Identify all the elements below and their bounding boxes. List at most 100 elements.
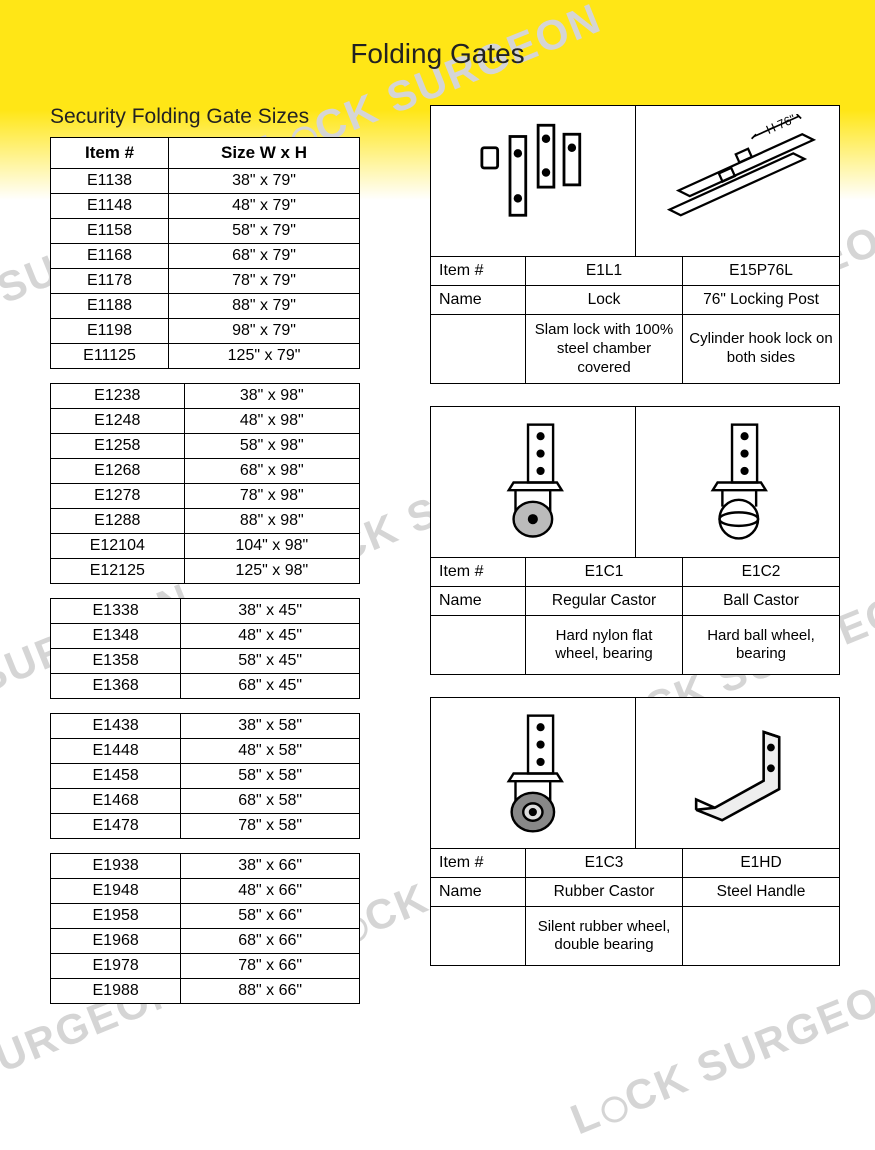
table-row: E194848" x 66"	[51, 879, 360, 904]
table-row: E197878" x 66"	[51, 954, 360, 979]
table-row: E146868" x 58"	[51, 789, 360, 814]
part-name: 76" Locking Post	[683, 286, 839, 314]
sizes-subtitle: Security Folding Gate Sizes	[50, 105, 390, 129]
castor-ball-icon	[679, 415, 795, 550]
table-row: E125858" x 98"	[51, 434, 360, 459]
item-number: E1258	[51, 434, 185, 459]
table-row: E127878" x 98"	[51, 484, 360, 509]
part-description	[683, 907, 839, 965]
steel-handle-icon	[665, 706, 810, 841]
table-row: E12104104" x 98"	[51, 534, 360, 559]
size-table: E193838" x 66"E194848" x 66"E195858" x 6…	[50, 853, 360, 1004]
item-number: E1278	[51, 484, 185, 509]
part-image-cell	[431, 106, 636, 256]
item-size: 58" x 66"	[181, 904, 360, 929]
item-size: 38" x 98"	[184, 384, 359, 409]
left-column: Security Folding Gate Sizes Item #Size W…	[50, 105, 390, 1018]
item-number: E11125	[51, 344, 169, 369]
table-row: E133838" x 45"	[51, 599, 360, 624]
item-size: 88" x 66"	[181, 979, 360, 1004]
item-number: E12125	[51, 559, 185, 584]
part-name-label: Name	[431, 878, 526, 906]
part-name: Steel Handle	[683, 878, 839, 906]
part-description: Cylinder hook lock on both sides	[683, 315, 839, 383]
table-row: E114848" x 79"	[51, 194, 360, 219]
item-size: 58" x 98"	[184, 434, 359, 459]
size-table: E143838" x 58"E144848" x 58"E145858" x 5…	[50, 713, 360, 839]
table-row: E196868" x 66"	[51, 929, 360, 954]
part-item-id: E15P76L	[683, 257, 839, 285]
item-number: E1248	[51, 409, 185, 434]
table-row: E11125125" x 79"	[51, 344, 360, 369]
table-row: E116868" x 79"	[51, 244, 360, 269]
item-size: 48" x 79"	[169, 194, 360, 219]
part-name: Rubber Castor	[526, 878, 683, 906]
item-size: 78" x 79"	[169, 269, 360, 294]
item-number: E1438	[51, 714, 181, 739]
item-number: E1458	[51, 764, 181, 789]
part-desc-spacer	[431, 907, 526, 965]
item-size: 38" x 45"	[181, 599, 360, 624]
castor-rubber-icon	[475, 706, 591, 841]
table-row: E145858" x 58"	[51, 764, 360, 789]
part-image-cell	[636, 407, 840, 557]
item-number: E1188	[51, 294, 169, 319]
table-row: E113838" x 79"	[51, 169, 360, 194]
size-table: Item #Size W x HE113838" x 79"E114848" x…	[50, 137, 360, 369]
table-row: E128888" x 98"	[51, 509, 360, 534]
locking-post-icon: H 76"	[647, 114, 827, 249]
table-row: E136868" x 45"	[51, 674, 360, 699]
part-card: Item #E1C1E1C2NameRegular CastorBall Cas…	[430, 406, 840, 675]
part-desc-spacer	[431, 315, 526, 383]
part-description: Hard nylon flat wheel, bearing	[526, 616, 683, 674]
item-size: 48" x 66"	[181, 879, 360, 904]
item-number: E1178	[51, 269, 169, 294]
part-description: Hard ball wheel, bearing	[683, 616, 839, 674]
part-item-label: Item #	[431, 257, 526, 285]
table-row: E117878" x 79"	[51, 269, 360, 294]
item-number: E1468	[51, 789, 181, 814]
item-number: E1158	[51, 219, 169, 244]
table-row: E124848" x 98"	[51, 409, 360, 434]
part-description: Slam lock with 100% steel chamber covere…	[526, 315, 683, 383]
item-size: 98" x 79"	[169, 319, 360, 344]
part-item-id: E1HD	[683, 849, 839, 877]
size-table: E133838" x 45"E134848" x 45"E135858" x 4…	[50, 598, 360, 699]
page-title: Folding Gates	[0, 0, 875, 70]
item-size: 125" x 79"	[169, 344, 360, 369]
item-size: 48" x 45"	[181, 624, 360, 649]
item-number: E1288	[51, 509, 185, 534]
item-number: E1938	[51, 854, 181, 879]
item-size: 48" x 98"	[184, 409, 359, 434]
item-size: 78" x 66"	[181, 954, 360, 979]
item-number: E1198	[51, 319, 169, 344]
part-name: Ball Castor	[683, 587, 839, 615]
part-item-id: E1L1	[526, 257, 683, 285]
item-number: E1988	[51, 979, 181, 1004]
table-row: E198888" x 66"	[51, 979, 360, 1004]
item-size: 48" x 58"	[181, 739, 360, 764]
item-number: E1368	[51, 674, 181, 699]
table-row: E12125125" x 98"	[51, 559, 360, 584]
table-row: E135858" x 45"	[51, 649, 360, 674]
item-size: 68" x 79"	[169, 244, 360, 269]
item-size: 58" x 45"	[181, 649, 360, 674]
part-name: Regular Castor	[526, 587, 683, 615]
part-name-label: Name	[431, 587, 526, 615]
lock-parts-icon	[465, 114, 600, 249]
item-number: E1978	[51, 954, 181, 979]
table-row: E118888" x 79"	[51, 294, 360, 319]
item-number: E1338	[51, 599, 181, 624]
item-number: E1478	[51, 814, 181, 839]
table-header: Item #	[51, 138, 169, 169]
item-size: 88" x 79"	[169, 294, 360, 319]
table-row: E134848" x 45"	[51, 624, 360, 649]
castor-flat-icon	[475, 415, 591, 550]
item-number: E1348	[51, 624, 181, 649]
item-size: 58" x 58"	[181, 764, 360, 789]
item-number: E1168	[51, 244, 169, 269]
part-item-id: E1C1	[526, 558, 683, 586]
part-item-label: Item #	[431, 849, 526, 877]
table-row: E144848" x 58"	[51, 739, 360, 764]
content-wrapper: Security Folding Gate Sizes Item #Size W…	[0, 70, 875, 1018]
